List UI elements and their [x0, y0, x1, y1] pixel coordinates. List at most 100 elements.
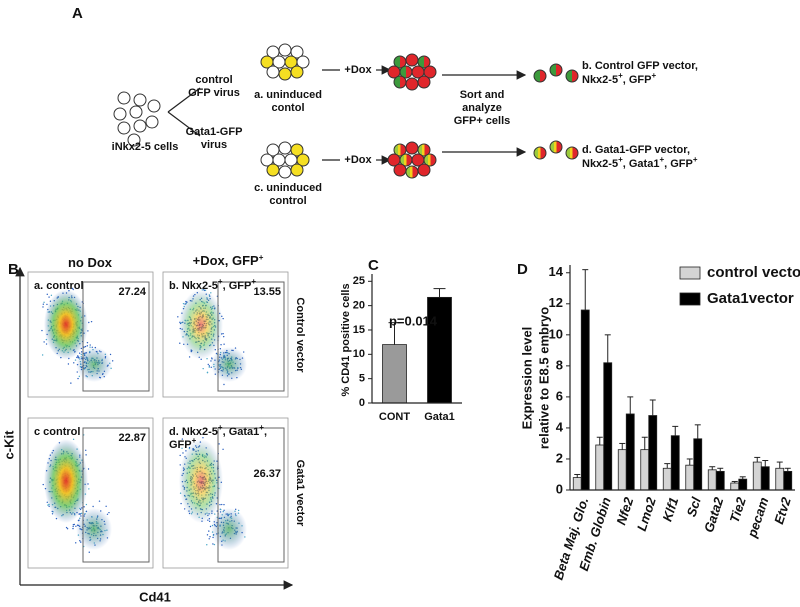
flow-dot [209, 536, 211, 538]
virus-label-part: control [195, 74, 232, 86]
axis-label: Cd41 [139, 589, 171, 604]
density-core [179, 439, 223, 523]
flow-dot [85, 454, 87, 456]
panel-label: A [72, 5, 83, 22]
x-tick-label: Gata1 [424, 411, 455, 423]
result-label-part: + [693, 155, 698, 164]
y-tick-label: 14 [549, 264, 564, 279]
column-label: no Dox [68, 255, 113, 270]
cells-label: iNkx2-5 cells [112, 141, 179, 153]
flow-dot [72, 527, 74, 530]
flow-dot [208, 520, 211, 523]
result-label-part: , Gata1 [623, 158, 660, 170]
cell [423, 65, 437, 79]
plot-label: c control [34, 426, 80, 438]
gate [217, 281, 285, 392]
plot-label-part: , GFP [223, 280, 252, 292]
flow-dot [111, 360, 114, 362]
flow-dot [88, 321, 90, 324]
flow-dot [92, 505, 94, 508]
flow-dot [109, 353, 112, 356]
flow-dot [42, 303, 45, 305]
bar [625, 413, 635, 491]
flow-dot [206, 357, 208, 360]
flow-dot [208, 530, 210, 532]
flow-dot [72, 288, 74, 291]
flow-dot [208, 365, 211, 367]
x-tick-label: Etv2 [771, 495, 794, 526]
branch [167, 111, 201, 137]
cell [290, 45, 304, 59]
bar [760, 466, 770, 491]
bar [752, 461, 762, 491]
cell [290, 163, 304, 177]
y-axis-label: % CD41 positive cells [340, 283, 352, 396]
flow-dot [222, 448, 224, 451]
bar [640, 449, 650, 491]
density-core [44, 439, 88, 523]
flow-dot [45, 343, 48, 345]
cell [145, 115, 159, 129]
flow-dot [179, 464, 181, 466]
sort-label: analyze [462, 102, 502, 114]
flow-dot [83, 346, 85, 348]
flow-dot [202, 367, 204, 370]
density-core [44, 289, 88, 360]
flow-dot [218, 443, 220, 445]
virus-label-part: virus [201, 139, 227, 151]
gate-value: 13.55 [253, 286, 281, 298]
y-axis-label: Expression level [519, 327, 534, 430]
virus-label: GFP virus [188, 87, 240, 99]
result-label-part: + [618, 71, 623, 80]
flow-dot [223, 383, 225, 386]
flow-dot [73, 362, 75, 364]
flow-dot [86, 341, 89, 344]
y-tick-label: 12 [549, 295, 563, 310]
plot-label-part: b. Nkx2-5 [169, 280, 218, 292]
condition-label: c. uninduced [254, 182, 322, 194]
cell [405, 141, 419, 155]
flow-dot [202, 437, 204, 439]
cell [296, 153, 310, 167]
flow-dot [88, 551, 90, 553]
panel-label: D [517, 261, 528, 278]
flow-dot [50, 294, 53, 297]
bar [738, 478, 748, 491]
y-tick-label: 4 [556, 419, 564, 434]
flow-dot [207, 363, 209, 366]
flow-dot [43, 341, 45, 343]
x-tick-label: Lmo2 [634, 495, 659, 533]
flow-dot [179, 454, 181, 457]
bar [595, 444, 605, 491]
plot-label-part: d. Nkx2-5 [169, 426, 218, 438]
bar [715, 470, 725, 491]
gate [217, 427, 285, 563]
flow-dot [46, 303, 48, 306]
flow-dot [41, 354, 44, 356]
plot-label-part: + [259, 423, 264, 432]
sorted-cell [565, 69, 579, 83]
flow-dot [222, 332, 224, 335]
flow-dot [86, 345, 89, 347]
plot-label-part: + [218, 277, 223, 286]
flow-dot [203, 288, 205, 290]
cell [117, 121, 131, 135]
density-secondary [211, 347, 247, 382]
flow-dot [76, 356, 78, 359]
result-label: Nkx2-5+, Gata1+, GFP+ [582, 155, 698, 170]
cell [290, 143, 304, 157]
y-tick-label: 0 [556, 481, 563, 496]
cell [117, 91, 131, 105]
plot-label: d. Nkx2-5+, Gata1+, [169, 423, 267, 438]
flow-dot [179, 342, 181, 344]
y-tick-label: 20 [353, 300, 365, 312]
flow-dot [77, 377, 79, 380]
cell [296, 55, 310, 69]
column-label-part: no Dox [68, 255, 113, 270]
plot-label-part: + [251, 277, 256, 286]
x-tick-label: Gata2 [701, 495, 727, 535]
sorted-cell [549, 63, 563, 77]
flow-dot [180, 502, 182, 505]
flow-dot [184, 446, 187, 448]
flow-dot [66, 528, 69, 530]
